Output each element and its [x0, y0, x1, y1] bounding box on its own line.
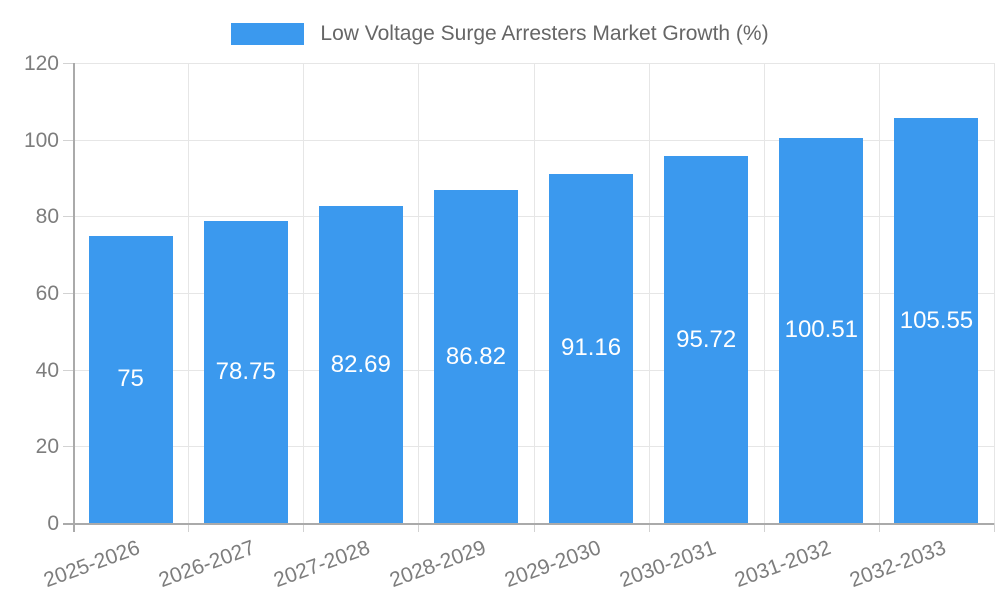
bar-value-label: 75	[117, 365, 144, 393]
y-tick	[63, 63, 73, 64]
bar[interactable]	[203, 221, 288, 523]
bar[interactable]	[318, 206, 403, 523]
x-tick	[763, 523, 765, 532]
x-gridline	[533, 63, 535, 523]
bar[interactable]	[549, 173, 634, 523]
bar[interactable]	[433, 190, 518, 523]
bar[interactable]	[88, 235, 173, 523]
x-tick	[878, 523, 880, 532]
x-tick	[418, 523, 420, 532]
x-gridline	[994, 63, 995, 523]
y-tick-label: 40	[35, 358, 59, 382]
x-axis-label: 2032-2033	[846, 536, 949, 593]
y-tick-label: 80	[35, 205, 59, 229]
y-tick-label: 60	[35, 282, 59, 305]
x-axis-label: 2026-2027	[155, 536, 259, 593]
x-axis-label: 2030-2031	[616, 536, 719, 593]
chart-legend[interactable]: Low Voltage Surge Arresters Market Growt…	[0, 22, 1000, 45]
x-gridline	[418, 63, 420, 523]
bar-value-label: 86.82	[445, 342, 506, 370]
x-axis-line	[63, 523, 994, 525]
x-axis-label: 2029-2030	[501, 536, 604, 593]
x-tick	[303, 523, 305, 532]
bar-value-label: 91.16	[561, 334, 622, 362]
legend-swatch	[231, 22, 305, 45]
bar[interactable]	[779, 137, 864, 523]
y-tick	[63, 293, 73, 294]
bar-value-label: 100.51	[784, 316, 859, 344]
x-axis-label: 2025-2026	[40, 536, 144, 593]
y-axis-line	[73, 63, 75, 532]
bar-value-label: 95.72	[676, 325, 737, 353]
y-tick-label: 100	[23, 128, 59, 152]
bar-value-label: 82.69	[330, 350, 391, 378]
x-axis-label: 2028-2029	[386, 536, 489, 593]
legend-label: Low Voltage Surge Arresters Market Growt…	[320, 22, 769, 45]
x-axis-label: 2031-2032	[731, 536, 834, 593]
y-tick	[63, 139, 73, 141]
bar[interactable]	[894, 118, 979, 523]
y-tick	[63, 446, 73, 448]
x-gridline	[648, 63, 650, 523]
y-tick	[63, 216, 73, 218]
bar-value-label: 78.75	[215, 358, 276, 386]
x-gridline	[188, 63, 190, 523]
x-tick	[188, 523, 190, 532]
x-gridline	[878, 63, 880, 523]
x-tick	[648, 523, 650, 532]
y-tick	[63, 369, 73, 371]
x-tick	[994, 523, 995, 532]
y-tick-label: 0	[47, 512, 59, 535]
x-gridline	[763, 63, 765, 523]
y-tick-label: 120	[23, 52, 59, 75]
y-tick-label: 20	[35, 435, 59, 459]
x-axis-label: 2027-2028	[271, 536, 374, 593]
bar-value-label: 105.55	[899, 306, 974, 334]
bar[interactable]	[664, 156, 749, 523]
x-gridline	[303, 63, 305, 523]
x-tick	[533, 523, 535, 532]
